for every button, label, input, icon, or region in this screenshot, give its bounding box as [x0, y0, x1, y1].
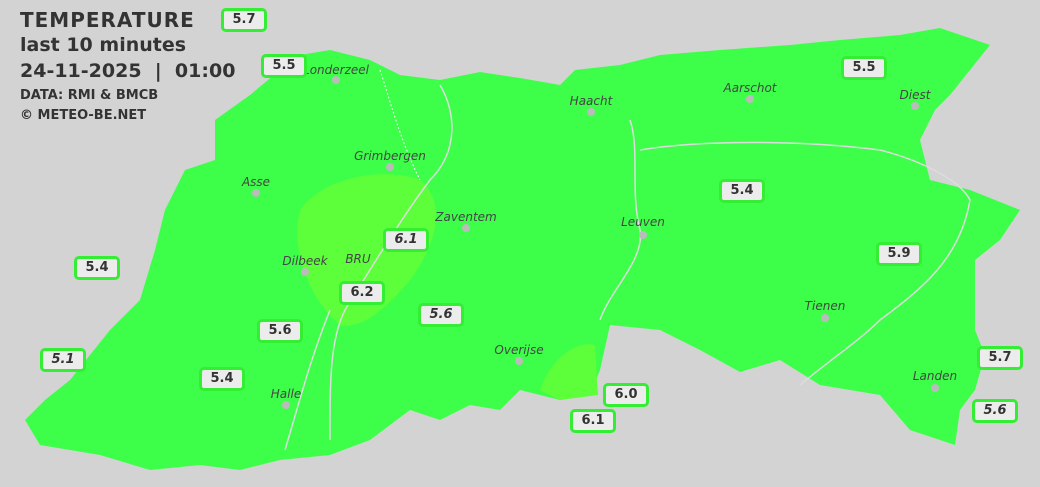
station-label[interactable]: 5.7 [977, 346, 1023, 370]
city-dot [639, 231, 647, 239]
data-source: DATA: RMI & BMCB [20, 88, 159, 103]
map-subtitle: last 10 minutes [20, 34, 187, 56]
city-label: Haacht [569, 94, 613, 108]
city-dot [821, 314, 829, 322]
copyright: © METEO-BE.NET [20, 108, 147, 123]
station-label[interactable]: 5.9 [876, 242, 922, 266]
city-label: Diest [899, 88, 931, 102]
station-label[interactable]: 6.2 [339, 281, 385, 305]
station-label[interactable]: 5.4 [74, 256, 120, 280]
city-label: Asse [241, 175, 271, 189]
city-label: Landen [912, 369, 958, 383]
city-label: Halle [270, 387, 302, 401]
station-label[interactable]: 5.5 [261, 54, 307, 78]
city-label: BRU [345, 252, 371, 266]
station-label[interactable]: 6.1 [383, 228, 429, 252]
city-label: Leuven [621, 215, 665, 229]
station-label[interactable]: 6.0 [603, 383, 649, 407]
city-label: Aarschot [723, 81, 777, 95]
station-label[interactable]: 6.1 [570, 409, 616, 433]
station-label[interactable]: 5.1 [40, 348, 86, 372]
station-label[interactable]: 5.6 [257, 319, 303, 343]
city-dot [386, 163, 394, 171]
city-label: Grimbergen [354, 149, 426, 163]
station-label[interactable]: 5.4 [199, 367, 245, 391]
city-dot [252, 189, 260, 197]
city-label: Dilbeek [282, 254, 328, 268]
city-dot [515, 357, 523, 365]
city-dot [931, 384, 939, 392]
city-dot [332, 76, 340, 84]
city-label: Overijse [494, 343, 544, 357]
city-dot [301, 268, 309, 276]
station-label[interactable]: 5.4 [719, 179, 765, 203]
city-label: Tienen [804, 299, 846, 313]
city-label: Londerzeel [303, 63, 369, 77]
station-label[interactable]: 5.6 [972, 399, 1018, 423]
city-dot [911, 102, 919, 110]
station-label[interactable]: 5.6 [418, 303, 464, 327]
city-label: Zaventem [435, 210, 497, 224]
map-datetime: 24-11-2025 | 01:00 [20, 60, 236, 82]
city-dot [746, 95, 754, 103]
land-area [25, 28, 1020, 470]
borders [284, 84, 971, 451]
station-label[interactable]: 5.7 [221, 8, 267, 32]
map-title: TEMPERATURE [20, 8, 195, 32]
city-dot [587, 108, 595, 116]
city-dot [282, 401, 290, 409]
railway [379, 69, 421, 181]
warm-zone [540, 344, 598, 400]
city-dot [462, 224, 470, 232]
warm-zone [297, 174, 437, 326]
station-label[interactable]: 5.5 [841, 56, 887, 80]
